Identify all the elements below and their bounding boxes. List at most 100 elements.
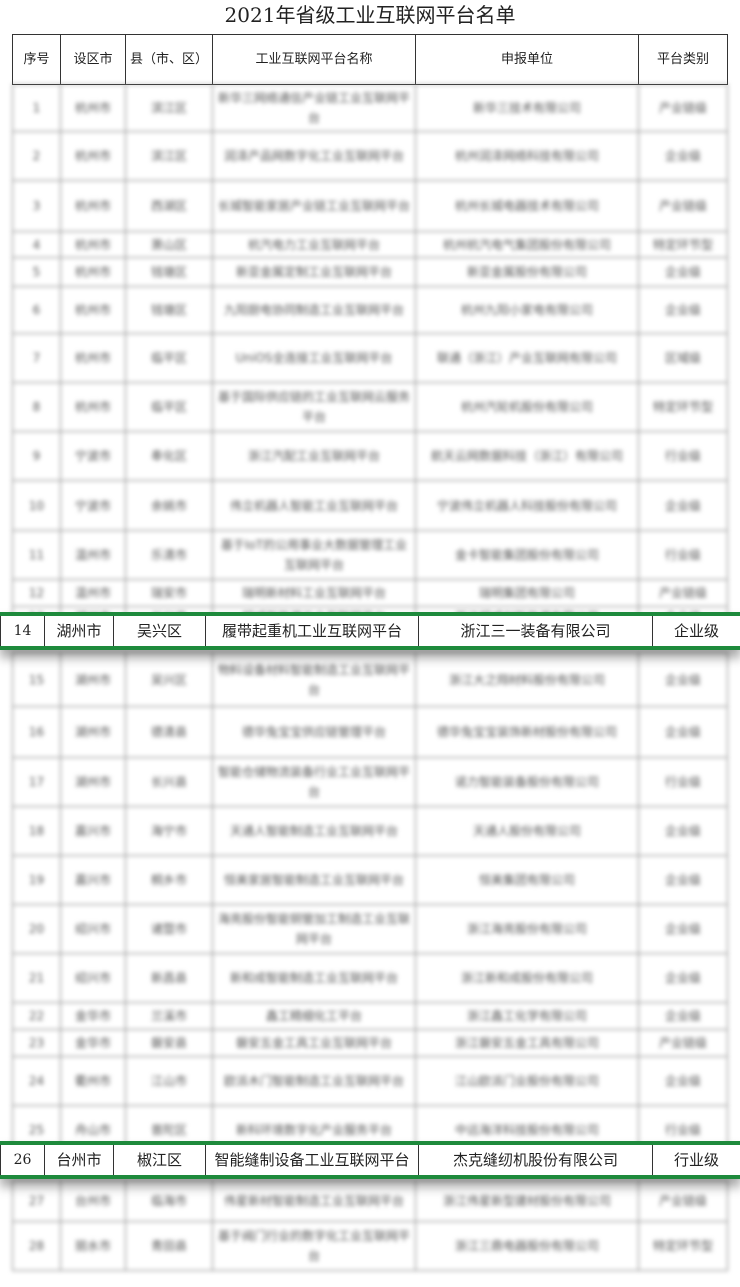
cell-county: 兰溪市 (125, 1002, 213, 1030)
cell-county: 吴兴区 (125, 652, 213, 707)
cell-city: 湖州市 (44, 613, 114, 649)
cell-category: 行业级 (652, 1142, 740, 1178)
cell-city: 嘉兴市 (60, 806, 126, 856)
cell-applicant: 诺力智能装备股份有限公司 (415, 757, 639, 807)
cell-serial: 11 (12, 530, 61, 580)
cell-category: 企业级 (638, 652, 728, 707)
cell-county: 奉化区 (125, 431, 213, 481)
cell-platform-name: 伟立机器人智能工业互联网平台 (212, 480, 416, 531)
cell-city: 宁波市 (60, 431, 126, 481)
cell-platform-name: 新亚金属定制工业互联网平台 (212, 257, 416, 287)
cell-city: 丽水市 (60, 1221, 126, 1271)
header-applicant: 申报单位 (415, 34, 639, 85)
cell-serial: 15 (12, 652, 61, 707)
cell-category: 企业级 (638, 706, 728, 758)
cell-county: 长兴县 (125, 757, 213, 807)
table-row: 15 湖州市 吴兴区 物料设备材料智能制造工业互联网平台 浙江大之翔材料股份有限公司 企业… (12, 652, 728, 707)
table-row: 17 湖州市 长兴县 智能仓储物流装备行业工业互联网平台 诺力智能装备股份有限公司 行业级 (12, 757, 728, 807)
cell-platform-name: 润泽产品网数字化工业互联网平台 (212, 131, 416, 181)
cell-city: 金华市 (60, 1002, 126, 1030)
cell-city: 杭州市 (60, 131, 126, 181)
cell-platform-name: 新和成智能制造工业互联网平台 (212, 953, 416, 1003)
cell-county: 江山市 (125, 1056, 213, 1106)
cell-category: 企业级 (638, 286, 728, 334)
cell-county: 临海市 (125, 1180, 213, 1222)
cell-category: 行业级 (638, 530, 728, 580)
cell-category: 行业级 (638, 431, 728, 481)
table-row: 3 杭州市 西湖区 长城智能家居产业链工业互联网平台 杭州长城电器技术有限公司 产业链级 (12, 180, 728, 232)
cell-serial: 10 (12, 480, 61, 531)
cell-category: 产业链级 (638, 1029, 728, 1057)
cell-city: 台州市 (60, 1180, 126, 1222)
cell-category: 企业级 (638, 1056, 728, 1106)
cell-applicant: 杭州汽轮机股份有限公司 (415, 382, 639, 432)
table-row: 16 湖州市 德清县 德华兔宝宝供应链管理平台 德华兔宝宝装饰新材股份有限公司 企业级 (12, 706, 728, 758)
table-row: 22 金华市 兰溪市 鑫工精细化工平台 浙江鑫工化学有限公司 企业级 (12, 1002, 728, 1030)
highlighted-row-26: 26 台州市 椒江区 智能缝制设备工业互联网平台 杰克缝纫机股份有限公司 行业级 (0, 1141, 740, 1179)
cell-platform-name: 物料设备材料智能制造工业互联网平台 (212, 652, 416, 707)
table-row: 19 嘉兴市 桐乡市 恒美家居智能制造工业互联网平台 恒美集团有限公司 企业级 (12, 855, 728, 905)
cell-city: 湖州市 (60, 652, 126, 707)
table-row: 27 台州市 临海市 伟星新材智能制造工业互联网平台 浙江伟星新型建材股份有限公司 产业链… (12, 1180, 728, 1222)
cell-city: 温州市 (60, 530, 126, 580)
table-row: 23 金华市 磐安县 磐安五金工具工业互联网平台 浙江磐安五金工具有限公司 产业链级 (12, 1029, 728, 1057)
cell-platform-name: 新华三网络通信产业链工业互联网平台 (212, 84, 416, 132)
cell-serial: 6 (12, 286, 61, 334)
cell-applicant: 浙江新和成股份有限公司 (415, 953, 639, 1003)
cell-platform-name: 欧派木门智能制造工业互联网平台 (212, 1056, 416, 1106)
cell-county: 海宁市 (125, 806, 213, 856)
table-row: 5 杭州市 钱塘区 新亚金属定制工业互联网平台 新亚金属股份有限公司 企业级 (12, 257, 728, 287)
cell-applicant: 航天云网数据科技（浙江）有限公司 (415, 431, 639, 481)
cell-city: 湖州市 (60, 757, 126, 807)
cell-county: 萧山区 (125, 231, 213, 258)
cell-platform-name: 基于阀门行业的数字化工业互联网平台 (212, 1221, 416, 1271)
cell-platform-name: 海亮股份智能铜管加工制造工业互联网平台 (212, 904, 416, 954)
cell-category: 特定环节型 (638, 1221, 728, 1271)
cell-serial: 8 (12, 382, 61, 432)
cell-category: 企业级 (638, 1002, 728, 1030)
cell-serial: 18 (12, 806, 61, 856)
cell-category: 特定环节型 (638, 382, 728, 432)
cell-serial: 22 (12, 1002, 61, 1030)
cell-applicant: 杭州长城电器技术有限公司 (415, 180, 639, 232)
table-row: 11 温州市 乐清市 基于IoT的公用事业大数据管理工业互联网平台 金卡智能集团股份有限… (12, 530, 728, 580)
table-row: 24 衢州市 江山市 欧派木门智能制造工业互联网平台 江山欧派门业股份有限公司 企业级 (12, 1056, 728, 1106)
cell-city: 绍兴市 (60, 953, 126, 1003)
cell-applicant: 宁波伟立机器人科技股份有限公司 (415, 480, 639, 531)
cell-applicant: 天通人股份有限公司 (415, 806, 639, 856)
cell-category: 企业级 (638, 904, 728, 954)
cell-category: 企业级 (638, 855, 728, 905)
cell-category: 产业链级 (638, 180, 728, 232)
cell-applicant: 瑞明集团有限公司 (415, 579, 639, 607)
cell-platform-name: 基于国际供应链的工业互联网云服务平台 (212, 382, 416, 432)
cell-platform-name: 浙江汽配工业互联网平台 (212, 431, 416, 481)
cell-county: 瑞安市 (125, 579, 213, 607)
cell-county: 余姚市 (125, 480, 213, 531)
table-row: 14 湖州市 吴兴区 履带起重机工业互联网平台 浙江三一装备有限公司 企业级 (0, 613, 740, 649)
table-row: 26 台州市 椒江区 智能缝制设备工业互联网平台 杰克缝纫机股份有限公司 行业级 (0, 1142, 740, 1178)
table-row: 20 绍兴市 诸暨市 海亮股份智能铜管加工制造工业互联网平台 浙江海亮股份有限公司 企业级 (12, 904, 728, 954)
cell-platform-name: 天通人智能制造工业互联网平台 (212, 806, 416, 856)
header-platform-name: 工业互联网平台名称 (212, 34, 416, 85)
cell-platform-name: 瑞明新材料工业互联网平台 (212, 579, 416, 607)
cell-applicant: 浙江海亮股份有限公司 (415, 904, 639, 954)
cell-city: 杭州市 (60, 333, 126, 383)
cell-applicant: 浙江伟星新型建材股份有限公司 (415, 1180, 639, 1222)
cell-platform-name: 杭汽电力工业互联网平台 (212, 231, 416, 258)
cell-platform-name: 伟星新材智能制造工业互联网平台 (212, 1180, 416, 1222)
cell-platform-name: 德华兔宝宝供应链管理平台 (212, 706, 416, 758)
table-row: 10 宁波市 余姚市 伟立机器人智能工业互联网平台 宁波伟立机器人科技股份有限公司 企业级 (12, 480, 728, 531)
table-row: 6 杭州市 钱塘区 九阳厨电协同制造工业互联网平台 杭州九阳小家电有限公司 企业级 (12, 286, 728, 334)
page-title: 2021年省级工业互联网平台名单 (224, 3, 516, 27)
cell-city: 杭州市 (60, 382, 126, 432)
cell-county: 诸暨市 (125, 904, 213, 954)
cell-category: 区域级 (638, 333, 728, 383)
cell-serial: 2 (12, 131, 61, 181)
cell-county: 磐安县 (125, 1029, 213, 1057)
cell-city: 杭州市 (60, 84, 126, 132)
cell-city: 绍兴市 (60, 904, 126, 954)
cell-serial: 17 (12, 757, 61, 807)
cell-city: 杭州市 (60, 180, 126, 232)
blurred-rows-bottom: 27 台州市 临海市 伟星新材智能制造工业互联网平台 浙江伟星新型建材股份有限公司 产业链… (12, 1180, 728, 1271)
cell-category: 行业级 (638, 757, 728, 807)
